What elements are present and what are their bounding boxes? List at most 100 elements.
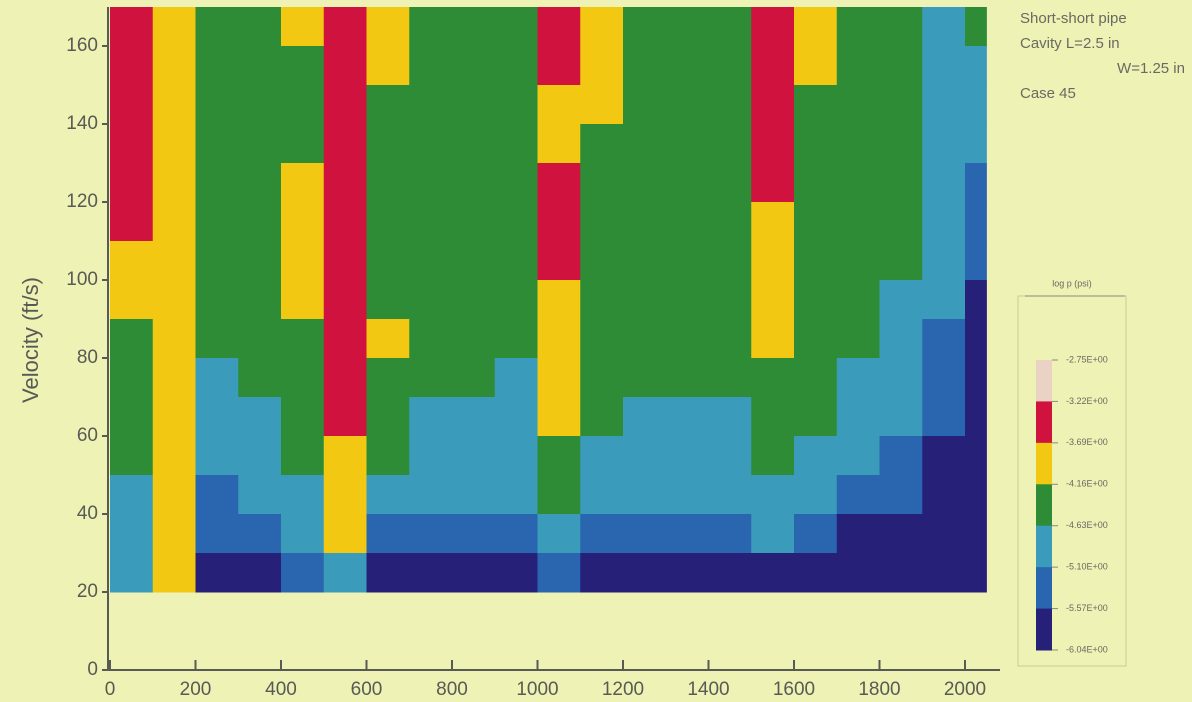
- heatmap-cell: [452, 85, 496, 125]
- heatmap-cell: [323, 475, 367, 515]
- heatmap-cell: [794, 514, 838, 554]
- heatmap-cell: [965, 7, 987, 47]
- heatmap-cell: [537, 85, 581, 125]
- y-axis-label: Velocity (ft/s): [18, 277, 43, 403]
- heatmap-cell: [580, 124, 624, 164]
- heatmap-cell: [836, 358, 880, 398]
- colorbar-tick-label: -3.69E+00: [1066, 437, 1108, 447]
- heatmap-cell: [751, 7, 795, 47]
- heatmap-cell: [665, 553, 709, 593]
- heatmap-cell: [238, 514, 282, 554]
- heatmap-cell: [110, 280, 154, 320]
- heatmap-cell: [751, 202, 795, 242]
- heatmap-cell: [366, 124, 410, 164]
- heatmap-cell: [195, 85, 239, 125]
- heatmap-cell: [922, 202, 966, 242]
- y-tick-label: 160: [66, 35, 98, 56]
- heatmap-cell: [708, 553, 752, 593]
- heatmap-cell: [110, 397, 154, 437]
- heatmap-cell: [965, 397, 987, 437]
- heatmap-cell: [794, 475, 838, 515]
- heatmap-cell: [366, 475, 410, 515]
- heatmap-cell: [110, 124, 154, 164]
- heatmap-cell: [623, 46, 667, 86]
- heatmap-cell: [409, 241, 453, 281]
- heatmap-cell: [281, 514, 325, 554]
- heatmap-cell: [238, 553, 282, 593]
- heatmap-cell: [922, 46, 966, 86]
- heatmap-cell: [323, 202, 367, 242]
- heatmap-cell: [922, 397, 966, 437]
- x-tick-label: 1200: [602, 679, 644, 700]
- heatmap-cell: [751, 436, 795, 476]
- heatmap-cell: [110, 163, 154, 203]
- heatmap-cell: [537, 358, 581, 398]
- heatmap-cell: [665, 280, 709, 320]
- heatmap-cell: [794, 124, 838, 164]
- heatmap-cell: [238, 319, 282, 359]
- heatmap-cell: [580, 319, 624, 359]
- y-tick-label: 120: [66, 191, 98, 212]
- heatmap-cell: [409, 319, 453, 359]
- x-tick-label: 2000: [944, 679, 986, 700]
- heatmap-cell: [836, 280, 880, 320]
- x-tick-label: 800: [436, 679, 468, 700]
- heatmap-cell: [580, 280, 624, 320]
- heatmap-cell: [409, 163, 453, 203]
- heatmap-cell: [623, 475, 667, 515]
- y-tick-label: 100: [66, 269, 98, 290]
- heatmap-cell: [879, 46, 923, 86]
- heatmap-cell: [580, 241, 624, 281]
- heatmap-cell: [879, 475, 923, 515]
- heatmap-cell: [623, 436, 667, 476]
- heatmap-cell: [965, 163, 987, 203]
- heatmap-cell: [152, 241, 196, 281]
- heatmap-cell: [152, 475, 196, 515]
- heatmap-cell: [794, 85, 838, 125]
- heatmap-cell: [537, 7, 581, 47]
- heatmap-cell: [708, 514, 752, 554]
- heatmap-cell: [879, 514, 923, 554]
- heatmap-cell: [366, 202, 410, 242]
- heatmap-cell: [323, 46, 367, 86]
- heatmap-cell: [751, 46, 795, 86]
- heatmap-cell: [152, 436, 196, 476]
- heatmap-cell: [836, 46, 880, 86]
- heatmap-cell: [879, 7, 923, 47]
- heatmap-cell: [281, 46, 325, 86]
- heatmap-cell: [366, 46, 410, 86]
- heatmap-cell: [537, 202, 581, 242]
- heatmap-cell: [152, 553, 196, 593]
- heatmap-cell: [195, 280, 239, 320]
- heatmap-cell: [281, 553, 325, 593]
- heatmap-cell: [537, 514, 581, 554]
- heatmap-cell: [922, 85, 966, 125]
- heatmap-cell: [751, 475, 795, 515]
- y-tick-label: 80: [77, 347, 98, 368]
- heatmap-cell: [409, 514, 453, 554]
- heatmap-cell: [195, 319, 239, 359]
- heatmap-cell: [922, 553, 966, 593]
- heatmap-cell: [922, 280, 966, 320]
- heatmap-cell: [623, 280, 667, 320]
- colorbar-tick-label: -6.04E+00: [1066, 644, 1108, 654]
- heatmap-cell: [537, 241, 581, 281]
- heatmap-cell: [409, 280, 453, 320]
- heatmap-cell: [323, 163, 367, 203]
- heatmap-cell: [281, 85, 325, 125]
- heatmap-cell: [195, 436, 239, 476]
- heatmap-cell: [665, 163, 709, 203]
- heatmap-cell: [281, 7, 325, 47]
- heatmap-cell: [366, 280, 410, 320]
- heatmap-cell: [965, 46, 987, 86]
- heatmap-cell: [110, 202, 154, 242]
- heatmap-cell: [537, 124, 581, 164]
- heatmap-cell: [323, 7, 367, 47]
- heatmap-cell: [152, 85, 196, 125]
- heatmap-cell: [238, 46, 282, 86]
- heatmap-cell: [665, 124, 709, 164]
- annotation: Cavity L=2.5 in: [1020, 35, 1120, 52]
- heatmap-cell: [794, 319, 838, 359]
- heatmap-cell: [452, 7, 496, 47]
